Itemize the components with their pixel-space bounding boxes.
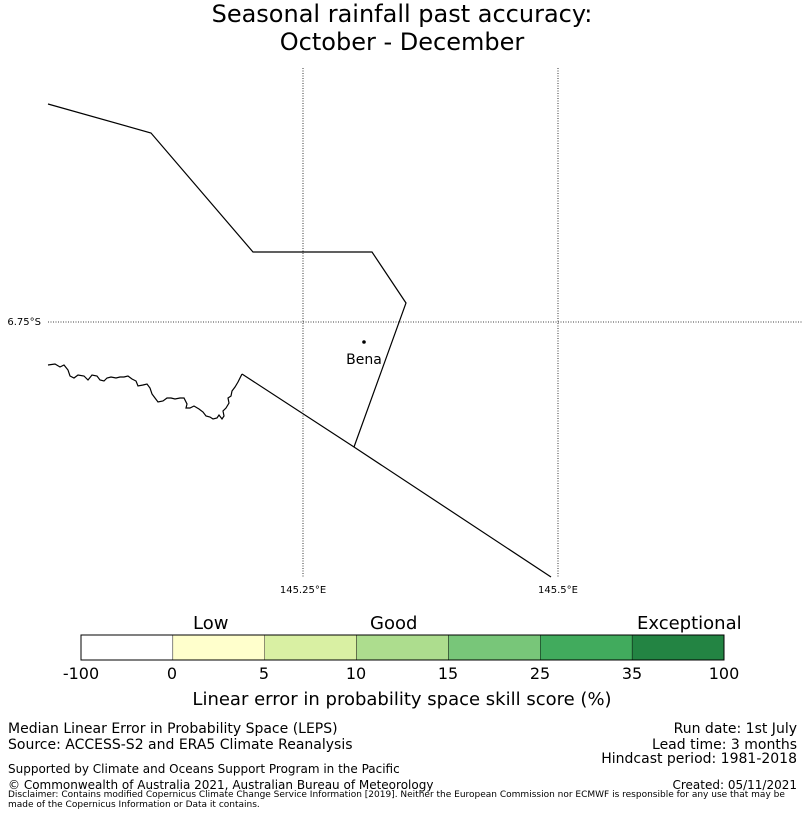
- footer-run-date: Run date: 1st July: [673, 721, 797, 737]
- footer-created: Created: 05/11/2021: [672, 778, 797, 792]
- colorbar-tick: 25: [529, 664, 551, 683]
- colorbar-tick: 35: [621, 664, 643, 683]
- colorbar-tick: 15: [437, 664, 459, 683]
- colorbar-segment: [631, 634, 725, 661]
- colorbar-tick: 5: [258, 664, 270, 683]
- footer-source: Source: ACCESS-S2 and ERA5 Climate Reana…: [8, 737, 353, 753]
- category-low-label: Low: [193, 613, 229, 634]
- colorbar-segment: [264, 634, 357, 661]
- river-boundary: [47, 363, 243, 421]
- footer-disclaimer: Disclaimer: Contains modified Copernicus…: [8, 790, 785, 810]
- colorbar-segment: [172, 634, 265, 661]
- chart-title-line1: Seasonal rainfall past accuracy:: [211, 0, 593, 28]
- colorbar-outline: [80, 634, 725, 661]
- footer-leps: Median Linear Error in Probability Space…: [8, 721, 338, 737]
- colorbar-axis-label: Linear error in probability space skill …: [192, 689, 612, 710]
- lon-label-1: 145.25°E: [280, 585, 326, 596]
- lat-label: 6.75°S: [7, 317, 41, 328]
- boundary-line-north: [47, 103, 407, 448]
- colorbar-tick: 100: [708, 664, 740, 683]
- colorbar-tick: -100: [62, 664, 100, 683]
- footer-lead-time: Lead time: 3 months: [652, 737, 797, 753]
- lon-label-2: 145.5°E: [538, 585, 578, 596]
- bena-label: Bena: [346, 352, 382, 368]
- footer-support: Supported by Climate and Oceans Support …: [8, 762, 400, 776]
- colorbar-segment: [80, 634, 174, 661]
- colorbar-segment: [540, 634, 633, 661]
- footer-hindcast: Hindcast period: 1981-2018: [601, 751, 797, 767]
- footer-copyright: © Commonwealth of Australia 2021, Austra…: [8, 778, 434, 792]
- colorbar-tick: 0: [166, 664, 178, 683]
- bena-marker: [362, 340, 366, 344]
- colorbar-segment: [448, 634, 541, 661]
- boundary-line-south: [241, 373, 552, 578]
- category-exceptional-label: Exceptional: [637, 613, 742, 634]
- colorbar: [80, 634, 725, 661]
- category-good-label: Good: [370, 613, 418, 634]
- chart-title-line2: October - December: [279, 28, 525, 56]
- colorbar-tick: 10: [345, 664, 367, 683]
- colorbar-segment: [356, 634, 449, 661]
